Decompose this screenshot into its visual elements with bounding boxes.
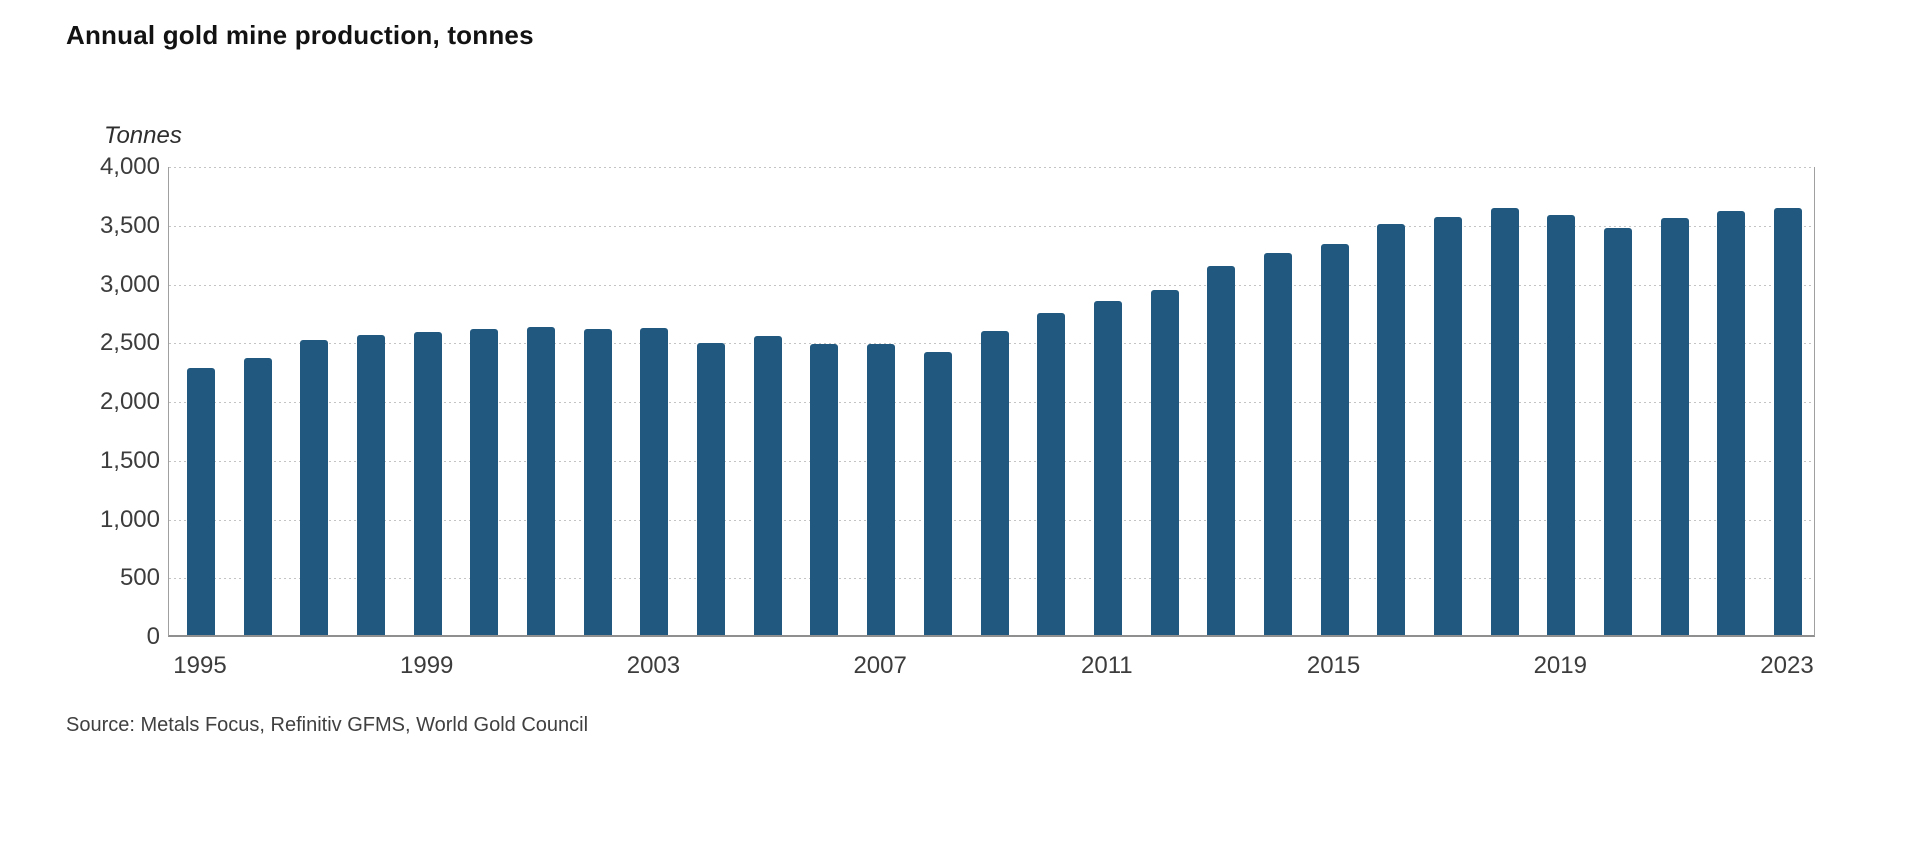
plot-area xyxy=(168,167,1815,637)
bar-2016 xyxy=(1377,223,1406,635)
y-tick-label: 3,500 xyxy=(99,211,160,239)
x-tick-label-2011: 2011 xyxy=(1081,652,1133,679)
bar-2010 xyxy=(1037,313,1066,635)
y-tick-label: 500 xyxy=(119,564,160,592)
x-tick-label-2019: 2019 xyxy=(1533,652,1587,679)
gridline-3500 xyxy=(169,225,1814,227)
bar-2017 xyxy=(1433,216,1462,635)
bar-2019 xyxy=(1547,215,1576,635)
bar-2001 xyxy=(527,327,556,635)
bar-2008 xyxy=(923,351,952,635)
bar-2012 xyxy=(1150,289,1179,635)
bar-1999 xyxy=(413,332,442,635)
gridline-3000 xyxy=(169,284,1814,286)
x-tick-label-2023: 2023 xyxy=(1760,652,1814,679)
bar-2013 xyxy=(1207,265,1236,635)
bar-1996 xyxy=(243,358,272,635)
bar-2011 xyxy=(1093,300,1122,635)
bar-2021 xyxy=(1660,217,1689,635)
bar-2002 xyxy=(583,329,612,635)
x-tick-label-2007: 2007 xyxy=(853,652,907,679)
bar-2006 xyxy=(810,343,839,635)
y-tick-label: 2,000 xyxy=(99,388,160,415)
x-tick-label-1999: 1999 xyxy=(400,652,454,679)
bar-2022 xyxy=(1717,210,1746,635)
y-tick-label: 3,000 xyxy=(99,270,160,298)
y-tick-label: 2,500 xyxy=(99,329,160,357)
y-tick-label: 1,000 xyxy=(99,505,160,533)
chart-title: Annual gold mine production, tonnes xyxy=(66,20,534,50)
bar-2009 xyxy=(980,330,1009,635)
bar-2015 xyxy=(1320,243,1349,635)
bar-2004 xyxy=(697,342,726,635)
bar-2018 xyxy=(1490,208,1519,635)
bar-2023 xyxy=(1774,208,1802,635)
bar-2003 xyxy=(640,327,669,635)
y-tick-label: 4,000 xyxy=(99,153,160,180)
bar-1995 xyxy=(187,367,215,635)
bar-2005 xyxy=(753,335,782,635)
bar-2007 xyxy=(867,344,896,635)
x-tick-label-2015: 2015 xyxy=(1306,652,1361,679)
bar-2014 xyxy=(1263,252,1292,635)
bar-1998 xyxy=(357,335,386,635)
bar-2000 xyxy=(470,328,499,635)
y-tick-label: 1,500 xyxy=(99,446,160,474)
y-axis-title: Tonnes xyxy=(104,122,182,149)
y-tick-label: 0 xyxy=(146,623,160,650)
bar-2020 xyxy=(1603,228,1632,635)
footer: GOLDHUB.COM WORLD GOLD COUNCIL xyxy=(0,755,1920,847)
gridline-4000 xyxy=(169,167,1814,168)
x-tick-label-2003: 2003 xyxy=(626,652,681,679)
bar-1997 xyxy=(300,340,329,635)
source-note: Source: Metals Focus, Refinitiv GFMS, Wo… xyxy=(66,714,589,736)
x-tick-label-1995: 1995 xyxy=(173,652,227,679)
